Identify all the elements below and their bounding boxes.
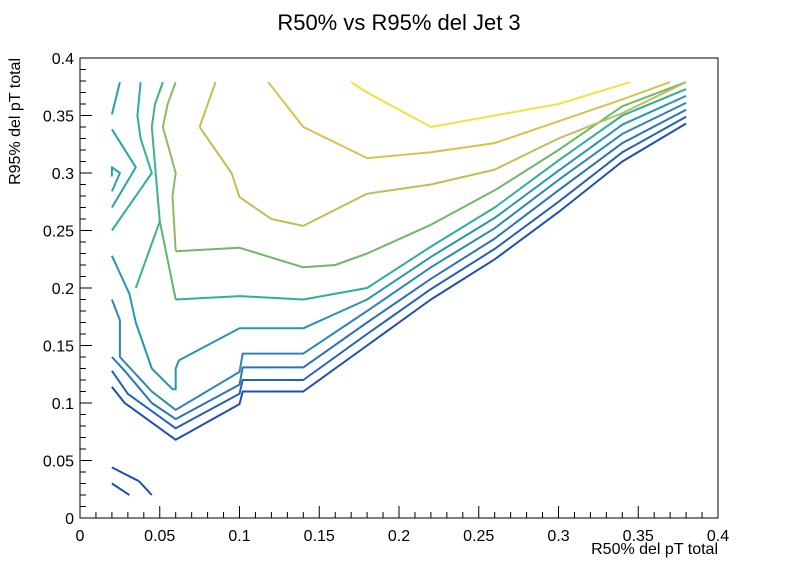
contour-line-22 xyxy=(350,81,631,128)
y-tick-label: 0.4 xyxy=(52,51,74,68)
contour-line-14 xyxy=(158,221,177,300)
y-tick-label: 0.05 xyxy=(43,454,74,471)
contour-line-9 xyxy=(110,81,121,115)
chart-title: R50% vs R95% del Jet 3 xyxy=(277,10,520,35)
contour-line-3 xyxy=(111,122,687,441)
contour-line-10 xyxy=(111,128,137,209)
contour-line-16 xyxy=(161,81,177,252)
contour-line-6 xyxy=(110,102,687,411)
contour-line-5 xyxy=(111,108,687,421)
x-tick-label: 0.35 xyxy=(623,528,654,545)
contour-line-18 xyxy=(198,81,217,128)
contour-line-15 xyxy=(175,81,687,269)
contour-line-2 xyxy=(138,480,153,496)
y-tick-label: 0 xyxy=(65,511,74,528)
y-tick-label: 0.1 xyxy=(52,396,74,413)
y-tick-label: 0.15 xyxy=(43,339,74,356)
y-axis-ticks: 0 0.05 0.1 0.15 0.2 0.25 0.3 0.35 0.4 xyxy=(43,51,92,528)
x-axis-label: R50% del pT total xyxy=(591,541,718,558)
y-tick-label: 0.25 xyxy=(43,224,74,241)
x-tick-label: 0.4 xyxy=(707,528,729,545)
contour-line-8 xyxy=(110,166,121,192)
contour-line-7 xyxy=(110,94,687,391)
contour-line-12 xyxy=(175,88,687,301)
x-tick-label: 0.2 xyxy=(388,528,410,545)
contour-line-4 xyxy=(111,115,687,430)
x-tick-label: 0 xyxy=(76,528,85,545)
x-axis-ticks: 0 0.05 0.1 0.15 0.2 0.25 0.3 0.35 0.4 xyxy=(76,506,729,545)
contour-line-21 xyxy=(267,81,671,160)
x-tick-label: 0.05 xyxy=(144,528,175,545)
y-tick-label: 0.35 xyxy=(43,109,74,126)
contour-line-11 xyxy=(111,82,153,232)
y-tick-label: 0.2 xyxy=(52,281,74,298)
contour-line-0 xyxy=(111,466,140,483)
contour-line-1 xyxy=(111,482,130,496)
y-tick-label: 0.3 xyxy=(52,166,74,183)
x-tick-label: 0.1 xyxy=(228,528,250,545)
contour-lines xyxy=(110,81,687,496)
y-axis-label: R95% del pT total xyxy=(7,58,24,185)
x-tick-label: 0.15 xyxy=(304,528,335,545)
x-tick-label: 0.25 xyxy=(463,528,494,545)
contour-line-19 xyxy=(198,81,687,227)
x-tick-label: 0.3 xyxy=(547,528,569,545)
contour-line-13 xyxy=(134,81,164,289)
